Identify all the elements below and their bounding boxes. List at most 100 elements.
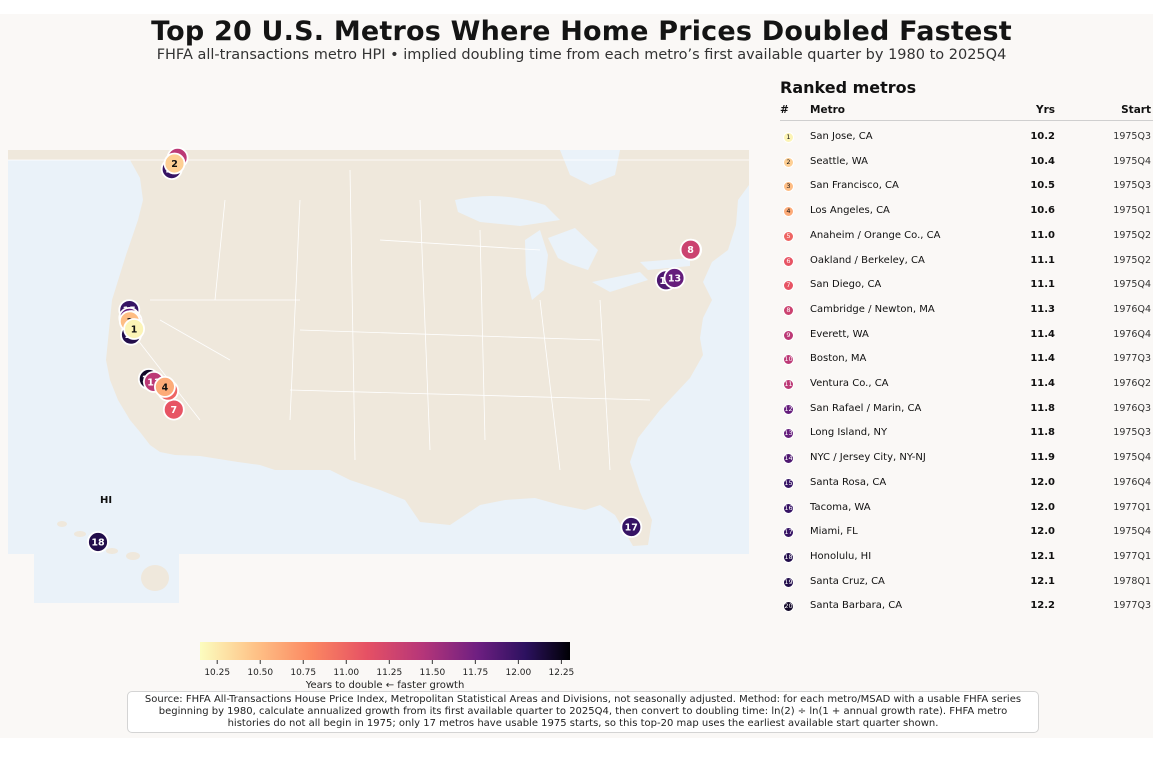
rank-start-14: 1975Q4 [1113, 452, 1151, 464]
rank-metro-11: Ventura Co., CA [810, 378, 889, 389]
rank-years-8: 11.3 [1030, 303, 1055, 315]
rank-years-3: 10.5 [1030, 180, 1055, 192]
rank-row-10: 10 Boston, MA 11.4 1977Q3 [0, 352, 1153, 368]
rank-dot-4: 4 [783, 206, 794, 218]
metro-marker-1[interactable]: 1 [123, 318, 146, 340]
great-lakes [455, 196, 690, 300]
rank-start-16: 1977Q1 [1113, 501, 1151, 513]
rank-dot-14: 14 [783, 453, 794, 465]
rank-metro-13: Long Island, NY [810, 427, 888, 439]
source-note: Source: FHFA All-Transactions House Pric… [127, 691, 1039, 733]
rank-row-17: 17 Miami, FL 12.0 1975Q4 [0, 525, 1153, 541]
rank-row-11: 11 Ventura Co., CA 11.4 1976Q2 [0, 377, 1153, 393]
header-start: Start [1121, 104, 1151, 116]
marker-circle-13 [663, 267, 686, 289]
rank-row-2: 2 Seattle, WA 10.4 1975Q4 [0, 155, 1153, 171]
rank-dot-7: 7 [783, 280, 794, 292]
state-border-10 [379, 239, 541, 251]
metro-marker-4[interactable]: 4 [153, 375, 176, 398]
rank-metro-4: Los Angeles, CA [810, 205, 890, 217]
rank-row-9: 9 Everett, WA 11.4 1976Q4 [0, 328, 1153, 344]
rank-row-13: 13 Long Island, NY 11.8 1975Q3 [0, 426, 1153, 442]
state-border-5 [349, 169, 356, 461]
marker-circle-2 [163, 152, 186, 175]
colorbar-ticks: 10.25 10.50 10.75 11.00 11.25 11.50 11.75 12.00… [204, 660, 574, 678]
rank-start-17: 1975Q4 [1113, 526, 1151, 538]
colorbar-tick-label-9: 12.25 [549, 668, 575, 678]
rank-dot-8: 8 [783, 304, 794, 316]
rank-years-17: 12.0 [1030, 526, 1055, 538]
chart-subtitle: FHFA all-transactions metro HPI • implie… [156, 47, 1007, 63]
state-border-2 [214, 199, 226, 301]
state-border-14 [129, 329, 201, 421]
metro-marker-8[interactable]: 8 [679, 238, 702, 261]
rank-years-1: 10.2 [1030, 131, 1055, 142]
rank-dot-17: 17 [783, 527, 794, 539]
rank-row-4: 4 Los Angeles, CA 10.6 1975Q1 [0, 204, 1153, 220]
rank-years-19: 12.1 [1030, 575, 1055, 587]
rank-dot-20: 20 [783, 601, 794, 613]
rank-start-5: 1975Q2 [1113, 229, 1151, 241]
colorbar-tick-label-2: 10.50 [247, 668, 273, 678]
marker-label-4: 4 [162, 382, 169, 393]
rank-years-11: 11.4 [1030, 378, 1055, 389]
state-border-11 [299, 329, 601, 341]
rank-row-18: 18 Honolulu, HI 12.1 1977Q1 [0, 550, 1153, 566]
header-yrs: Yrs [1035, 104, 1055, 116]
rank-start-12: 1976Q3 [1113, 402, 1151, 414]
rank-metro-20: Santa Barbara, CA [810, 600, 903, 612]
rank-start-8: 1976Q4 [1113, 303, 1151, 315]
marker-label-18: 18 [91, 538, 105, 549]
state-border-7 [479, 229, 486, 441]
rank-metro-12: San Rafael / Marin, CA [810, 402, 922, 414]
rank-start-6: 1975Q2 [1113, 254, 1151, 266]
rank-metro-1: San Jose, CA [810, 131, 873, 142]
colorbar-tick-label-5: 11.25 [376, 668, 402, 678]
rank-years-13: 11.8 [1030, 427, 1055, 439]
state-border-8 [539, 299, 561, 471]
rank-row-20: 20 Santa Barbara, CA 12.2 1977Q3 [0, 599, 1153, 615]
rank-start-7: 1975Q4 [1113, 279, 1151, 291]
header-rank: # [780, 104, 789, 116]
colorbar-tick-label-1: 10.25 [204, 668, 230, 678]
rank-metro-16: Tacoma, WA [810, 501, 871, 513]
colorbar-tick-label-4: 11.00 [333, 668, 359, 678]
rank-years-6: 11.1 [1030, 254, 1055, 266]
rank-start-4: 1975Q1 [1113, 205, 1151, 217]
rank-start-19: 1978Q1 [1113, 575, 1151, 587]
metro-marker-18[interactable]: 18 [87, 531, 109, 553]
rank-metro-8: Cambridge / Newton, MA [810, 303, 935, 315]
metro-marker-13[interactable]: 13 [663, 267, 686, 289]
metro-marker-2[interactable]: 2 [163, 152, 186, 175]
rank-dot-19: 19 [783, 576, 794, 588]
rank-dot-9: 9 [783, 329, 794, 341]
header-rule [780, 120, 1153, 121]
rank-start-15: 1976Q4 [1113, 476, 1151, 488]
rank-dot-18: 18 [783, 551, 794, 563]
chart-title: Top 20 U.S. Metros Where Home Prices Dou… [151, 16, 1012, 47]
marker-circle-18 [87, 531, 109, 553]
rank-row-19: 19 Santa Cruz, CA 12.1 1978Q1 [0, 575, 1153, 591]
metro-marker-17[interactable]: 17 [620, 516, 643, 538]
colorbar-label: Years to double ← faster growth [305, 680, 465, 691]
rank-row-3: 3 San Francisco, CA 10.5 1975Q3 [0, 179, 1153, 195]
rank-years-7: 11.1 [1030, 279, 1055, 291]
rank-years-16: 12.0 [1030, 501, 1055, 513]
rank-row-14: 14 NYC / Jersey City, NY-NJ 11.9 1975Q4 [0, 451, 1153, 467]
marker-circle-4 [153, 375, 176, 398]
rank-metro-14: NYC / Jersey City, NY-NJ [810, 452, 926, 464]
rank-metro-2: Seattle, WA [810, 155, 868, 167]
rank-row-12: 12 San Rafael / Marin, CA 11.8 1976Q3 [0, 402, 1153, 418]
state-border-4 [289, 199, 301, 421]
marker-label-1: 1 [131, 325, 138, 336]
rank-row-7: 7 San Diego, CA 11.1 1975Q4 [0, 278, 1153, 294]
rank-years-15: 12.0 [1030, 476, 1055, 488]
colorbar-tick-label-8: 12.00 [505, 668, 531, 678]
rank-dot-16: 16 [783, 502, 794, 514]
marker-label-13: 13 [668, 274, 681, 285]
colorbar-tick-label-3: 10.75 [290, 668, 316, 678]
state-border-6 [419, 199, 431, 451]
hawaii-islands [57, 521, 169, 591]
rank-dot-1: 1 [783, 132, 794, 143]
